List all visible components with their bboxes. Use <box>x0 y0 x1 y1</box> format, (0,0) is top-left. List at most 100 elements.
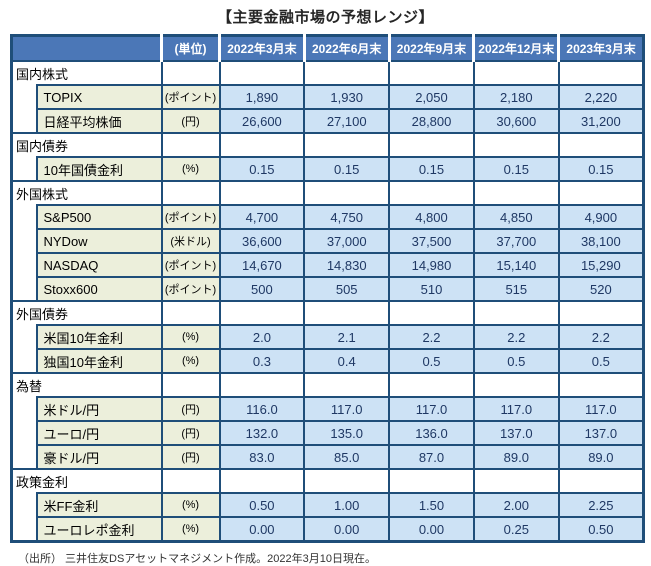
value-cell: 2.25 <box>557 492 645 518</box>
column-header-date: 2022年3月末 <box>218 34 305 62</box>
value-cell: 1.50 <box>388 492 475 518</box>
empty-cell <box>557 60 645 86</box>
data-row: 米国10年金利 (%) 2.0 2.1 2.2 2.2 2.2 <box>11 324 645 373</box>
value-cell: 14,670 <box>218 252 306 278</box>
value-cell: 89.0 <box>557 444 645 470</box>
value-cell: 0.15 <box>472 156 560 182</box>
data-row: 日経平均株価 (円) 26,600 27,100 28,800 30,600 31,200 <box>12 108 645 134</box>
empty-cell <box>557 468 645 494</box>
row-label: 10年国債金利 <box>35 156 163 182</box>
data-row: ユーロ/円 (円) 132.0 135.0 136.0 137.0 137.0 <box>12 420 645 446</box>
data-row: 米FF金利 (%) 0.50 1.00 1.50 2.00 2.25 <box>11 492 645 542</box>
value-cell: 37,700 <box>472 228 560 254</box>
section-header-row: 国内株式 <box>10 60 645 86</box>
value-cell: 1,890 <box>218 84 306 110</box>
row-unit: (%) <box>160 324 221 350</box>
indent-cell <box>11 85 37 133</box>
column-header-date: 2023年3月末 <box>557 34 644 62</box>
value-cell: 0.00 <box>303 516 391 543</box>
value-cell: 30,600 <box>472 108 560 134</box>
empty-cell <box>557 180 645 206</box>
section-label: 為替 <box>10 372 163 397</box>
column-header-date: 2022年12月末 <box>472 34 559 62</box>
section-header-row: 外国債券 <box>10 300 645 326</box>
value-cell: 116.0 <box>218 396 306 422</box>
value-cell: 0.3 <box>218 348 306 374</box>
empty-cell <box>472 372 560 398</box>
indent-cell <box>11 205 37 301</box>
data-row: 米ドル/円 (円) 116.0 117.0 117.0 117.0 117.0 <box>11 396 645 469</box>
value-cell: 4,850 <box>472 204 560 230</box>
empty-cell <box>472 468 560 494</box>
value-cell: 0.4 <box>303 348 391 374</box>
value-cell: 137.0 <box>472 420 560 446</box>
row-label: Stoxx600 <box>35 276 163 302</box>
empty-cell <box>388 60 475 86</box>
page-title: 【主要金融市場の予想レンジ】 <box>216 9 434 26</box>
indent-cell <box>11 493 37 542</box>
value-cell: 0.50 <box>557 516 645 543</box>
row-unit: (ポイント) <box>160 204 221 230</box>
column-header-date: 2022年9月末 <box>387 34 474 62</box>
section-label: 政策金利 <box>10 468 163 493</box>
value-cell: 85.0 <box>303 444 391 470</box>
section-label: 外国株式 <box>10 180 163 205</box>
row-label: 米FF金利 <box>35 492 163 518</box>
value-cell: 117.0 <box>388 396 475 422</box>
empty-cell <box>557 372 645 398</box>
row-unit: (%) <box>160 156 221 182</box>
value-cell: 117.0 <box>557 396 645 422</box>
row-unit: (ポイント) <box>160 252 221 278</box>
value-cell: 2.2 <box>388 324 475 350</box>
empty-cell <box>388 180 475 206</box>
empty-cell <box>218 300 306 326</box>
row-unit: (%) <box>160 348 221 374</box>
empty-cell <box>303 60 391 86</box>
empty-cell <box>557 300 645 326</box>
value-cell: 137.0 <box>557 420 645 446</box>
value-cell: 15,290 <box>557 252 645 278</box>
empty-cell <box>303 300 391 326</box>
value-cell: 500 <box>218 276 306 302</box>
row-unit: (米ドル) <box>160 228 221 254</box>
row-label: ユーロ/円 <box>35 420 163 446</box>
row-label: S&P500 <box>35 204 163 230</box>
value-cell: 0.15 <box>388 156 475 182</box>
value-cell: 4,700 <box>218 204 306 230</box>
value-cell: 87.0 <box>388 444 475 470</box>
empty-cell <box>472 300 560 326</box>
empty-cell <box>388 300 475 326</box>
table-body: 国内株式 TOPIX (ポイント) 1,890 1,930 2,050 2,180 2,220… <box>10 60 645 543</box>
section-header-row: 国内債券 <box>10 132 645 158</box>
row-unit: (%) <box>160 492 221 518</box>
empty-cell <box>160 300 221 326</box>
forecast-range-table: (単位) 2022年3月末 2022年6月末 2022年9月末 2022年12月末 20… <box>10 34 645 543</box>
empty-cell <box>388 372 475 398</box>
header-row: (単位) 2022年3月末 2022年6月末 2022年9月末 2022年12月末 20… <box>11 34 644 62</box>
section-label: 国内株式 <box>10 60 163 85</box>
value-cell: 27,100 <box>303 108 391 134</box>
row-unit: (%) <box>160 516 221 543</box>
value-cell: 36,600 <box>218 228 306 254</box>
value-cell: 37,500 <box>388 228 475 254</box>
value-cell: 2.0 <box>218 324 306 350</box>
empty-cell <box>303 468 391 494</box>
section-header-row: 為替 <box>10 372 645 398</box>
empty-cell <box>388 132 475 158</box>
source-note: （出所） 三井住友DSアセットマネジメント作成。2022年3月10日現在。 <box>18 553 376 565</box>
value-cell: 2.2 <box>472 324 560 350</box>
row-label: ユーロレポ金利 <box>35 516 163 543</box>
data-row: NYDow (米ドル) 36,600 37,000 37,500 37,700 38,100 <box>12 228 645 254</box>
row-label: 米国10年金利 <box>35 324 163 350</box>
data-row: Stoxx600 (ポイント) 500 505 510 515 520 <box>12 276 645 302</box>
empty-cell <box>557 132 645 158</box>
empty-cell <box>218 180 306 206</box>
empty-cell <box>472 60 560 86</box>
value-cell: 28,800 <box>388 108 475 134</box>
value-cell: 2,220 <box>557 84 645 110</box>
indent-cell <box>11 397 37 469</box>
empty-cell <box>160 180 221 206</box>
value-cell: 38,100 <box>557 228 645 254</box>
value-cell: 135.0 <box>303 420 391 446</box>
value-cell: 510 <box>388 276 475 302</box>
